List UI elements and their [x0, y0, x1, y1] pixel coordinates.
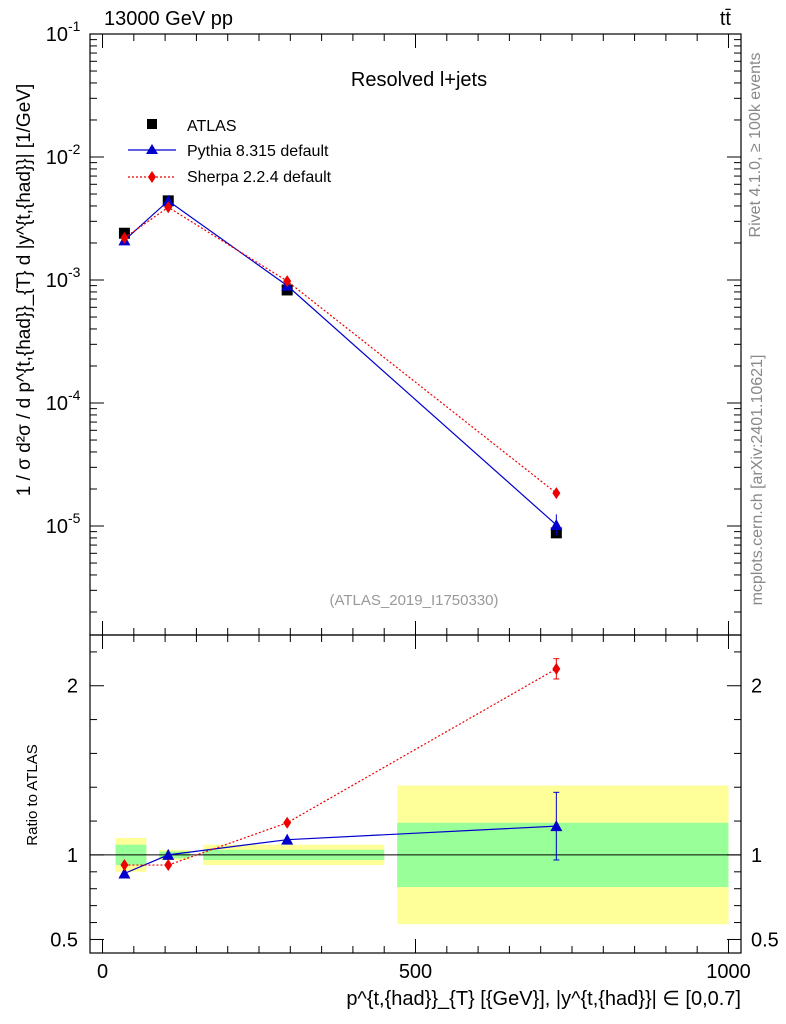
y-tick-label-main: 10: [46, 516, 68, 538]
y-tick-label-ratio-right: 1: [751, 845, 762, 867]
side-rivet: Rivet 4.1.0, ≥ 100k events: [747, 53, 764, 238]
legend-label-sherpa: Sherpa 2.2.4 default: [187, 169, 332, 186]
legend-marker-pythia: [146, 144, 158, 154]
pythia-line-main: [124, 200, 557, 526]
main-x-ticks: [102, 34, 729, 635]
sherpa-point-main: [164, 201, 173, 214]
y-axis-label-main: 1 / σ d²σ / d p^{t,{had}}_{T} d |y^{t,{h…: [14, 84, 35, 496]
legend-label-atlas: ATLAS: [187, 118, 237, 135]
legend-entry-sherpa: Sherpa 2.2.4 default: [128, 169, 332, 186]
ratio-marks: [118, 658, 563, 879]
main-marks: [118, 194, 563, 539]
y-tick-label-ratio-left: 1: [67, 845, 78, 867]
pythia-point-main: [162, 194, 175, 206]
x-tick-label: 1000: [706, 961, 751, 983]
y-tick-label-ratio-left: 2: [67, 676, 78, 698]
legend-entry-pythia: Pythia 8.315 default: [128, 143, 329, 160]
legend-marker-atlas: [147, 119, 157, 129]
x-tick-label: 500: [399, 961, 432, 983]
side-mcplots: mcplots.cern.ch [arXiv:2401.10621]: [749, 355, 766, 606]
legend-entry-atlas: ATLAS: [147, 118, 237, 135]
y-tick-exponent-main: -1: [68, 18, 81, 34]
legend-marker-sherpa: [148, 171, 156, 183]
y-tick-exponent-main: -4: [68, 387, 81, 403]
y-tick-exponent-main: -5: [68, 510, 81, 526]
sherpa-point-ratio: [164, 859, 173, 872]
y-tick-label-main: 10: [46, 393, 68, 415]
sherpa-line-ratio: [124, 668, 557, 866]
legend-label-pythia: Pythia 8.315 default: [187, 143, 329, 160]
y-tick-label-ratio-right: 0.5: [751, 929, 779, 951]
sherpa-point-main: [120, 231, 129, 244]
sherpa-line-main: [124, 206, 557, 494]
pythia-point-ratio: [550, 820, 563, 832]
ratio-x-ticks: 0 500 1000: [97, 635, 751, 983]
y-tick-label-main: 10: [46, 270, 68, 292]
y-tick-label-main: 10: [46, 24, 68, 46]
y-tick-label-ratio-left: 0.5: [50, 929, 78, 951]
y-axis-label-ratio: Ratio to ATLAS: [24, 744, 41, 845]
sherpa-point-main: [552, 487, 561, 500]
sherpa-point-ratio: [552, 662, 561, 675]
y-tick-label-ratio-right: 2: [751, 676, 762, 698]
x-axis-label: p^{t,{had}}_{T} [{GeV}], |y^{t,{had}}| ∈…: [346, 988, 741, 1010]
header-right: tt̄: [720, 8, 732, 30]
ratio-y-ticks: 0.5 0.5 1 1 2 2: [50, 651, 779, 951]
legend: ATLAS Pythia 8.315 default Sherpa 2.2.4 …: [128, 118, 332, 186]
ratio-panel: 0.5 0.5 1 1 2 2 0 500 1000 Ratio to ATLAS: [24, 634, 779, 983]
pythia-point-ratio: [162, 848, 175, 860]
pythia-point-ratio: [118, 867, 131, 879]
sherpa-point-ratio: [283, 816, 292, 829]
sherpa-point-main: [283, 275, 292, 288]
x-tick-label: 0: [97, 961, 108, 983]
pythia-line-ratio: [124, 825, 557, 875]
header-left: 13000 GeV pp: [104, 8, 233, 30]
y-tick-exponent-main: -3: [68, 264, 81, 280]
y-tick-exponent-main: -2: [68, 141, 81, 157]
sherpa-point-ratio: [120, 859, 129, 872]
main-y-ticks: 10-110-210-310-410-5: [46, 18, 741, 613]
main-panel: 10-110-210-310-410-5 Resolved l+jets (AT…: [14, 18, 742, 636]
y-tick-label-main: 10: [46, 147, 68, 169]
ratio-bands: [90, 785, 741, 925]
pythia-point-ratio: [281, 833, 294, 845]
chart-title: Resolved l+jets: [351, 69, 487, 91]
analysis-label: (ATLAS_2019_I1750330): [329, 592, 498, 609]
